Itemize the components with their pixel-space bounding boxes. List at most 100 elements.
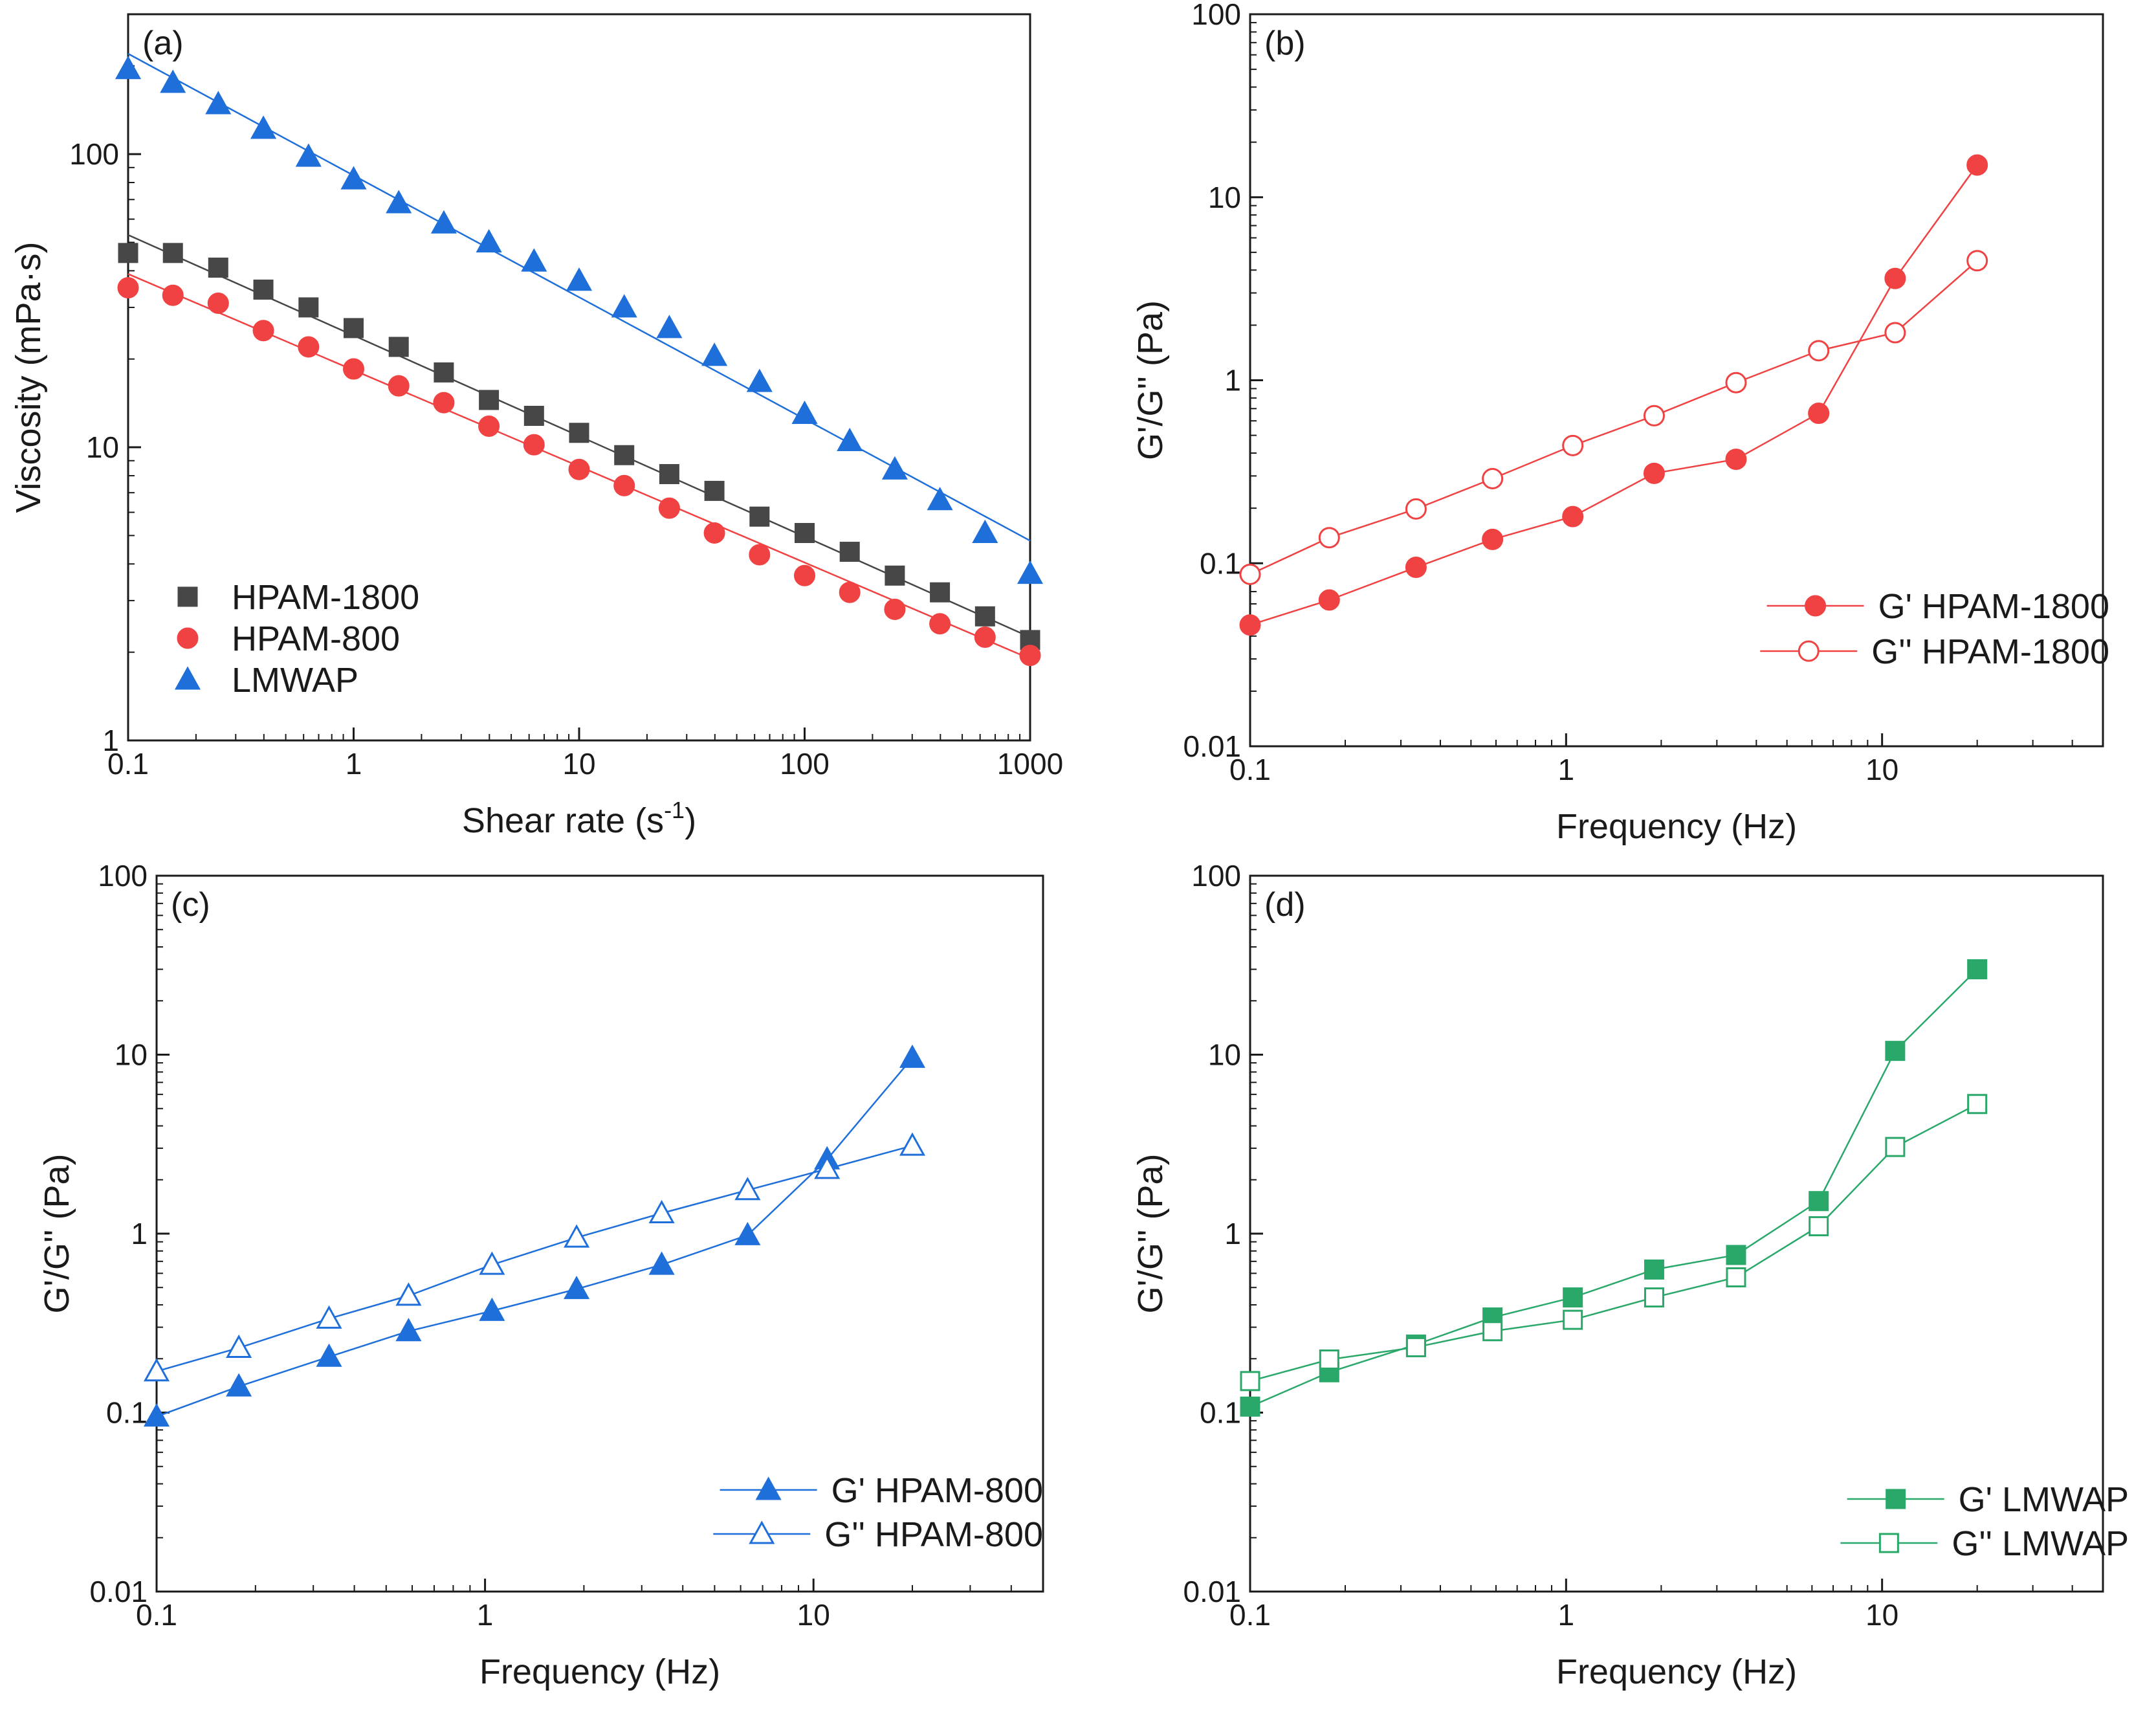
x-axis-title-tail: )	[685, 801, 696, 840]
legend-label: G' HPAM-1800	[1878, 587, 2109, 626]
data-point	[118, 243, 138, 263]
data-point	[1019, 645, 1041, 667]
legend-entry: G'' LMWAP	[1840, 1524, 2129, 1563]
y-tick-label: 0.01	[1183, 1575, 1241, 1608]
legend-label: HPAM-800	[232, 619, 400, 658]
data-point	[1809, 1216, 1829, 1237]
data-point	[207, 292, 229, 314]
data-point	[208, 257, 228, 278]
x-axis-title: Frequency (Hz)	[479, 1652, 720, 1691]
legend-marker	[177, 627, 199, 649]
x-tick-label: 0.1	[1229, 1598, 1271, 1632]
data-point	[523, 405, 544, 426]
data-point	[160, 69, 186, 93]
data-point	[899, 1044, 926, 1068]
data-point	[395, 1318, 422, 1342]
y-axis-title: G'/G'' (Pa)	[1131, 1154, 1170, 1314]
data-point	[162, 284, 184, 306]
legend-entry: G'' HPAM-1800	[1760, 632, 2109, 671]
series-g-hpam-800	[143, 1044, 926, 1427]
data-point	[434, 362, 454, 383]
legend-marker	[1798, 640, 1820, 662]
y-tick-label: 0.1	[106, 1396, 148, 1430]
x-tick-label: 100	[780, 747, 830, 781]
legend-label: LMWAP	[232, 661, 358, 700]
data-point	[253, 279, 274, 300]
data-point	[564, 1224, 590, 1248]
data-point	[226, 1373, 252, 1397]
data-point	[479, 1251, 505, 1275]
data-point	[1725, 449, 1747, 471]
data-point	[734, 1221, 761, 1245]
x-axis-title: Frequency (Hz)	[1556, 807, 1797, 846]
data-point	[703, 522, 725, 544]
data-point	[115, 56, 142, 80]
data-point	[749, 506, 770, 527]
series-line	[156, 1057, 913, 1417]
data-point	[701, 342, 728, 366]
series-g-lmwap	[1240, 959, 1988, 1417]
data-point	[1644, 1259, 1664, 1280]
data-point	[476, 228, 502, 252]
y-tick-label: 100	[69, 137, 119, 171]
legend-entry: G' HPAM-1800	[1766, 587, 2109, 626]
x-tick-label: 0.1	[107, 747, 149, 781]
legend-entry: G'' HPAM-800	[713, 1515, 1043, 1554]
data-point	[1966, 250, 1988, 272]
data-point	[1482, 1321, 1503, 1342]
legend-entry: HPAM-1800	[177, 578, 419, 617]
fit-line	[127, 52, 1031, 542]
data-point	[1319, 1349, 1339, 1370]
data-point	[388, 375, 410, 397]
data-point	[885, 565, 905, 586]
x-tick-label: 10	[1865, 1598, 1898, 1632]
legend-label: G'' LMWAP	[1952, 1524, 2129, 1563]
legend-marker	[749, 1520, 775, 1544]
data-point	[1563, 1309, 1583, 1330]
data-point	[648, 1251, 675, 1275]
x-tick-label: 10	[797, 1598, 830, 1632]
legend-marker	[1886, 1489, 1906, 1509]
data-point	[1966, 154, 1988, 176]
data-point	[881, 456, 908, 480]
y-tick-label: 100	[1191, 0, 1241, 31]
data-point	[298, 336, 320, 358]
data-point	[972, 519, 998, 544]
x-tick-label: 1	[1558, 1598, 1575, 1632]
series-hpam-1800	[118, 234, 1040, 650]
y-tick-label: 100	[1191, 859, 1241, 893]
data-point	[162, 243, 183, 263]
x-tick-label: 1000	[997, 747, 1063, 781]
data-point	[386, 190, 412, 214]
minor-ticks	[1250, 883, 2073, 1592]
data-point	[1482, 468, 1504, 490]
data-point	[523, 434, 545, 456]
legend-label: G'' HPAM-800	[824, 1515, 1043, 1554]
legend-marker	[755, 1476, 782, 1500]
data-point	[395, 1282, 422, 1306]
data-point	[927, 487, 953, 511]
data-point	[433, 392, 455, 414]
series-line	[1249, 1103, 1978, 1382]
data-point	[884, 598, 906, 620]
data-point	[1563, 1287, 1583, 1308]
data-point	[143, 1358, 170, 1382]
data-point	[1643, 462, 1665, 484]
data-point	[1482, 528, 1504, 550]
data-point	[746, 368, 773, 392]
data-point	[794, 564, 815, 586]
panel-label: (a)	[142, 25, 184, 62]
series-g-lmwap	[1240, 1094, 1988, 1392]
data-point	[566, 267, 593, 291]
x-axis-title: Shear rate (s-1)	[462, 797, 696, 840]
data-point	[252, 320, 274, 342]
y-tick-label: 1	[1224, 1217, 1241, 1250]
data-point	[1562, 505, 1584, 527]
data-point	[1562, 434, 1584, 456]
data-point	[1239, 563, 1261, 585]
data-point	[1240, 1396, 1260, 1417]
data-point	[1808, 340, 1830, 362]
data-point	[316, 1343, 342, 1367]
